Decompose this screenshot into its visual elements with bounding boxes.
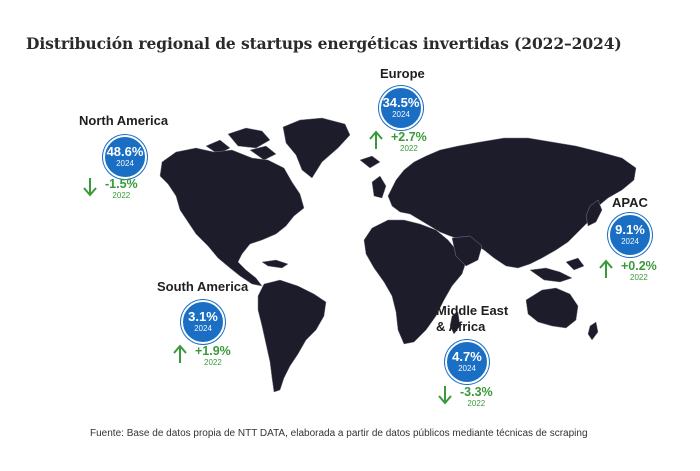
change-europe: +2.7% 2022: [369, 130, 427, 154]
region-label-mea: Middle East & Africa: [436, 303, 508, 335]
share-circle-apac: 9.1% 2024: [608, 213, 652, 257]
caribbean-shape: [261, 259, 289, 269]
change-year: 2022: [204, 358, 222, 367]
arrow-up-icon: [173, 344, 187, 363]
share-circle-south-america: 3.1% 2024: [181, 300, 225, 344]
change-value: -1.5%: [105, 177, 138, 191]
arctic-islands-shape: [205, 127, 277, 161]
change-mea: -3.3% 2022: [438, 385, 493, 409]
change-value: +0.2%: [621, 259, 657, 273]
share-value: 34.5%: [382, 95, 420, 110]
share-circle-mea: 4.7% 2024: [445, 340, 489, 384]
change-year: 2022: [400, 144, 418, 153]
region-label-apac: APAC: [612, 195, 648, 210]
change-south-america: +1.9% 2022: [173, 344, 231, 368]
arrow-down-icon: [438, 386, 452, 405]
share-year: 2024: [392, 110, 410, 119]
madagascar-shape: [449, 311, 461, 335]
share-circle-europe: 34.5% 2024: [379, 86, 423, 130]
region-label-line2: & Africa: [436, 319, 486, 334]
arabia-shape: [451, 235, 483, 267]
change-north-america: -1.5% 2022: [83, 177, 138, 201]
region-label-north-america: North America: [79, 113, 169, 128]
region-label-south-america: South America: [157, 279, 249, 294]
new-zealand-shape: [587, 321, 599, 341]
africa-shape: [363, 219, 467, 345]
change-year: 2022: [630, 273, 648, 282]
region-label-line1: Middle East: [436, 303, 509, 318]
share-value: 4.7%: [452, 349, 482, 364]
arrow-up-icon: [369, 130, 383, 149]
change-year: 2022: [112, 191, 131, 200]
greenland-shape: [282, 117, 351, 179]
uk-shape: [371, 175, 387, 199]
share-value: 48.6%: [106, 144, 144, 159]
change-year: 2022: [467, 399, 486, 408]
region-label-europe: Europe: [380, 66, 425, 81]
change-value: +2.7%: [391, 130, 427, 144]
australia-shape: [525, 287, 579, 329]
arrow-up-icon: [599, 259, 613, 278]
share-year: 2024: [116, 159, 134, 168]
sea-islands-shape: [529, 257, 585, 283]
south-america-shape: [257, 279, 327, 393]
share-value: 3.1%: [188, 309, 218, 324]
share-year: 2024: [194, 324, 212, 333]
share-year: 2024: [458, 364, 476, 373]
page-title: Distribución regional de startups energé…: [26, 34, 622, 53]
share-year: 2024: [621, 237, 639, 246]
change-value: -3.3%: [460, 385, 493, 399]
change-apac: +0.2% 2022: [599, 259, 657, 283]
share-value: 9.1%: [615, 222, 645, 237]
change-value: +1.9%: [195, 344, 231, 358]
arrow-down-icon: [83, 178, 97, 197]
source-note: Fuente: Base de datos propia de NTT DATA…: [90, 428, 588, 439]
north-america-shape: [159, 147, 305, 287]
share-circle-north-america: 48.6% 2024: [103, 135, 147, 179]
iceland-shape: [359, 155, 381, 169]
japan-shape: [585, 199, 603, 227]
